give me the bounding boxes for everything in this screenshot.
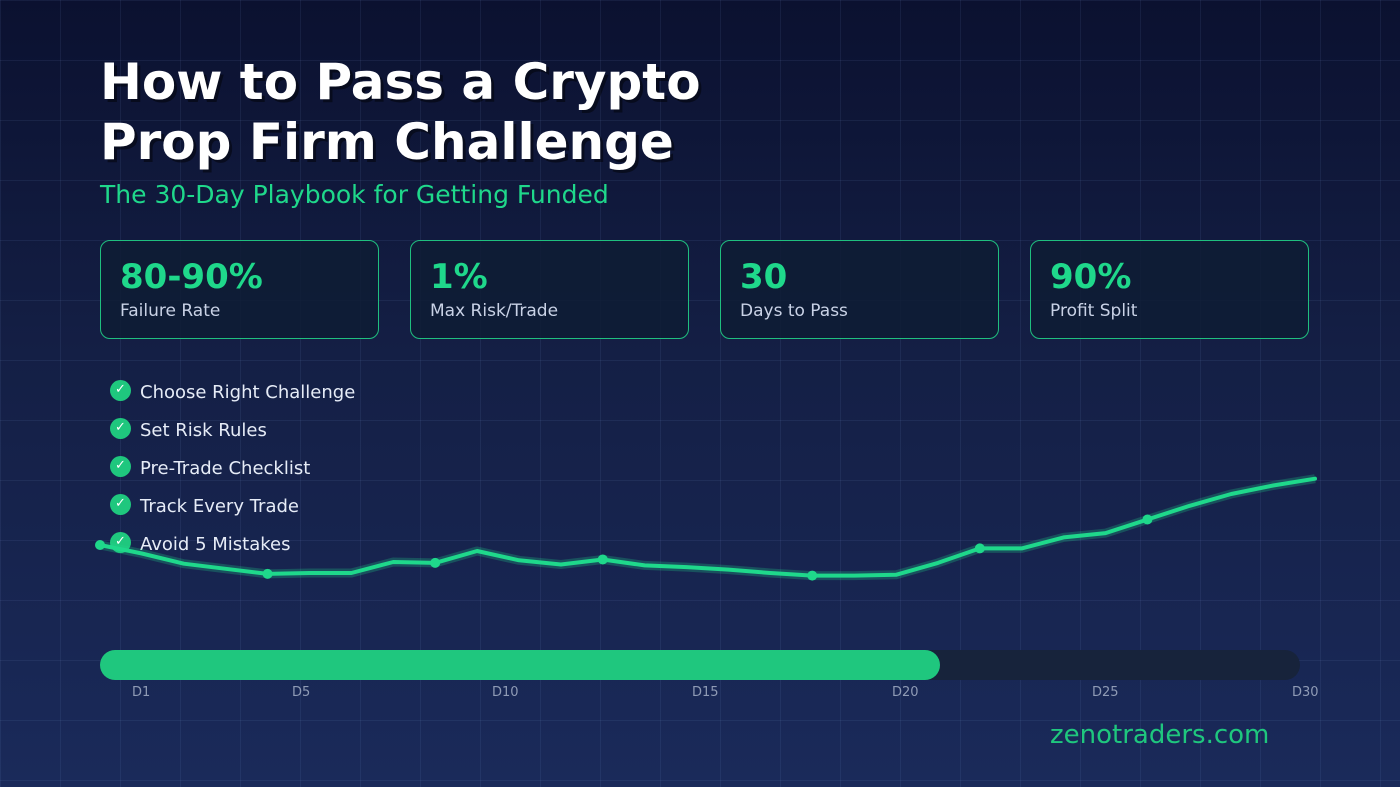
- progress-fill: [100, 650, 940, 680]
- stat-label: Max Risk/Trade: [430, 301, 559, 321]
- checklist-item-label: Set Risk Rules: [140, 420, 267, 441]
- equity-line-glow: [99, 474, 1316, 581]
- equity-point-day-5: [262, 568, 273, 579]
- stat-label: Failure Rate: [120, 301, 221, 321]
- stat-card-days-to-pass: 30 Days to Pass: [720, 240, 999, 339]
- check-icon: ✓: [110, 494, 131, 515]
- stat-label: Days to Pass: [740, 301, 848, 321]
- stat-card-max-risk: 1% Max Risk/Trade: [410, 240, 689, 339]
- equity-point-day-1: [95, 540, 105, 550]
- day-label-d15: D15: [692, 685, 719, 700]
- check-icon: ✓: [110, 418, 131, 439]
- page-title-line-1: How to Pass a Crypto: [100, 53, 701, 111]
- stat-card-profit-split: 90% Profit Split: [1030, 240, 1309, 339]
- day-label-d30: D30: [1292, 685, 1319, 700]
- checklist-item-label: Avoid 5 Mistakes: [140, 534, 291, 555]
- day-label-d20: D20: [892, 685, 919, 700]
- equity-line: [98, 476, 1317, 578]
- checklist-item-label: Track Every Trade: [140, 496, 299, 517]
- stat-label: Profit Split: [1050, 301, 1138, 321]
- stat-value: 80-90%: [120, 257, 263, 297]
- equity-point-day-26: [1142, 514, 1153, 525]
- stat-value: 1%: [430, 257, 488, 297]
- check-icon: ✓: [110, 380, 131, 401]
- challenge-progress-bar: [100, 650, 1300, 680]
- day-label-d25: D25: [1092, 685, 1119, 700]
- equity-point-day-22: [974, 543, 985, 554]
- stat-value: 90%: [1050, 257, 1132, 297]
- stat-value: 30: [740, 257, 788, 297]
- page-title: How to Pass a Crypto Prop Firm Challenge: [100, 52, 900, 172]
- page-title-line-2: Prop Firm Challenge: [100, 113, 674, 171]
- day-label-d1: D1: [132, 685, 151, 700]
- day-label-d10: D10: [492, 685, 519, 700]
- equity-point-day-13: [597, 554, 608, 565]
- page-subtitle: The 30-Day Playbook for Getting Funded: [100, 180, 609, 209]
- checklist-item-label: Pre-Trade Checklist: [140, 458, 311, 479]
- check-icon: ✓: [110, 456, 131, 477]
- checklist-item-label: Choose Right Challenge: [140, 382, 356, 403]
- day-label-d5: D5: [292, 685, 311, 700]
- brand-url: zenotraders.com: [1050, 720, 1270, 750]
- equity-point-day-9: [430, 557, 441, 568]
- stat-card-failure-rate: 80-90% Failure Rate: [100, 240, 379, 339]
- equity-point-day-18: [807, 570, 818, 581]
